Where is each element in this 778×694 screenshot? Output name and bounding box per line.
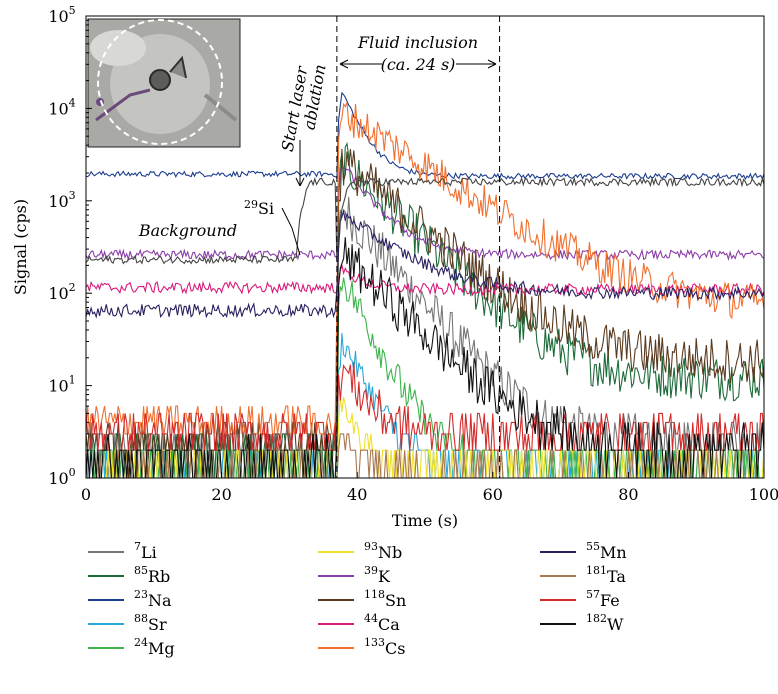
legend-item-li: 7Li [88, 540, 157, 562]
series-line-si [86, 176, 764, 265]
series-line-cs [86, 102, 764, 435]
legend-item-mn: 55Mn [540, 540, 627, 562]
series-line-mn [86, 209, 764, 319]
svg-text:44Ca: 44Ca [364, 612, 400, 634]
y-tick-label: 100 [48, 466, 75, 488]
svg-text:181Ta: 181Ta [586, 564, 626, 586]
y-tick-label: 105 [48, 4, 75, 26]
ablation-spot-circle [97, 19, 223, 145]
legend-item-ca: 44Ca [318, 612, 400, 634]
series-line-w [86, 237, 764, 478]
series-line-nb [86, 395, 764, 478]
series-line-sn [86, 148, 764, 478]
series-line-rb [86, 141, 764, 478]
annotation-duration: (ca. 24 s) [381, 55, 456, 74]
svg-text:182W: 182W [586, 612, 624, 634]
x-tick-label: 0 [81, 485, 91, 504]
legend-item-sn: 118Sn [318, 588, 406, 610]
y-tick-label: 101 [48, 374, 75, 396]
inclusion-photo [87, 18, 241, 148]
svg-text:23Na: 23Na [134, 588, 172, 610]
annotation-background: Background [138, 221, 237, 240]
x-tick-label: 80 [618, 485, 638, 504]
svg-text:55Mn: 55Mn [586, 540, 627, 562]
series-line-k [86, 164, 764, 262]
y-axis-title: Signal (cps) [11, 199, 30, 295]
x-tick-label: 60 [483, 485, 503, 504]
legend-item-nb: 93Nb [318, 540, 402, 562]
svg-text:39K: 39K [364, 564, 391, 586]
annotation-fluid-inclusion: Fluid inclusion [357, 33, 478, 52]
y-tick-label: 104 [48, 96, 75, 118]
svg-text:93Nb: 93Nb [364, 540, 402, 562]
svg-text:7Li: 7Li [134, 540, 157, 562]
x-axis-title: Time (s) [392, 511, 458, 530]
legend-item-fe: 57Fe [540, 588, 620, 610]
svg-text:85Rb: 85Rb [134, 564, 170, 586]
plot-frame [85, 15, 765, 479]
annotation-si-label: 29Si [244, 198, 274, 218]
legend-item-cs: 133Cs [318, 636, 405, 658]
legend-item-k: 39K [318, 564, 391, 586]
legend-item-sr: 88Sr [88, 612, 167, 634]
series-line-fe [86, 361, 764, 451]
svg-text:57Fe: 57Fe [586, 588, 620, 610]
legend-item-na: 23Na [88, 588, 172, 610]
y-tick-label: 103 [48, 189, 75, 211]
x-tick-label: 100 [749, 485, 778, 504]
svg-text:118Sn: 118Sn [364, 588, 406, 610]
legend-item-mg: 24Mg [88, 636, 175, 658]
legend-item-rb: 85Rb [88, 564, 170, 586]
svg-text:88Sr: 88Sr [134, 612, 167, 634]
series-line-na [86, 91, 764, 181]
svg-text:133Cs: 133Cs [364, 636, 405, 658]
legend-item-w: 182W [540, 612, 624, 634]
y-tick-label: 102 [48, 281, 75, 303]
legend-item-ta: 181Ta [540, 564, 626, 586]
series-line-mg [86, 277, 764, 478]
x-tick-label: 20 [211, 485, 231, 504]
series-line-ca [86, 263, 764, 297]
svg-text:24Mg: 24Mg [134, 636, 175, 658]
x-tick-label: 40 [347, 485, 367, 504]
